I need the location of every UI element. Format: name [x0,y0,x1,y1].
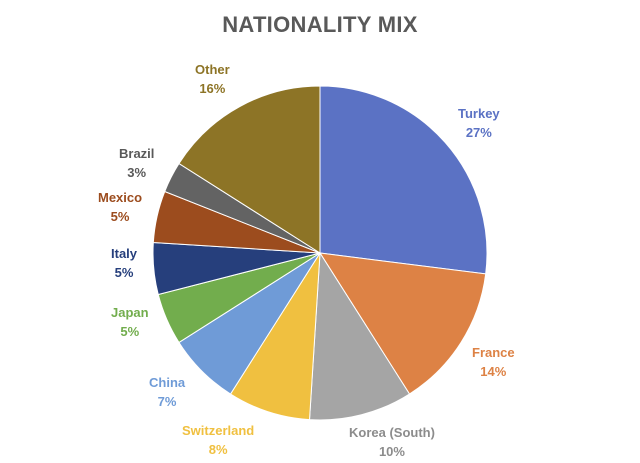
data-label-category: France [472,345,515,360]
data-label-category: Switzerland [182,423,255,438]
data-label-category: China [149,375,186,390]
data-label-value: 8% [208,442,228,457]
data-label-switzerland: Switzerland 8% [182,421,254,459]
data-label-category: Other [195,62,230,77]
pie-slice-other [178,85,321,254]
data-label-italy: Italy 5% [111,244,137,282]
data-label-france: France 14% [472,343,515,381]
data-label-brazil: Brazil 3% [119,144,154,182]
data-label-category: Brazil [119,146,155,161]
data-label-value: 27% [465,125,492,140]
data-label-value: 5% [114,265,134,280]
data-label-value: 7% [157,394,177,409]
chart-title: NATIONALITY MIX [222,12,418,37]
data-label-value: 3% [127,165,147,180]
data-label-category: Korea (South) [349,425,435,440]
data-label-other: Other 16% [195,60,230,98]
data-label-turkey: Turkey 27% [458,104,500,142]
data-label-japan: Japan 5% [111,303,149,341]
data-label-value: 16% [199,81,226,96]
data-label-value: 14% [480,364,507,379]
data-label-category: Mexico [98,190,143,205]
data-label-category: Turkey [458,106,500,121]
data-label-korea-south: Korea (South) 10% [349,423,435,461]
data-label-value: 5% [110,209,130,224]
pie-slice-turkey [319,85,488,275]
data-label-category: Japan [111,305,149,320]
data-label-value: 10% [378,444,405,459]
data-label-value: 5% [120,324,140,339]
pie-slice-korea-south [308,251,411,421]
data-label-mexico: Mexico 5% [98,188,142,226]
pie-slice-france [319,252,487,395]
data-label-china: China 7% [149,373,185,411]
data-label-category: Italy [111,246,138,261]
